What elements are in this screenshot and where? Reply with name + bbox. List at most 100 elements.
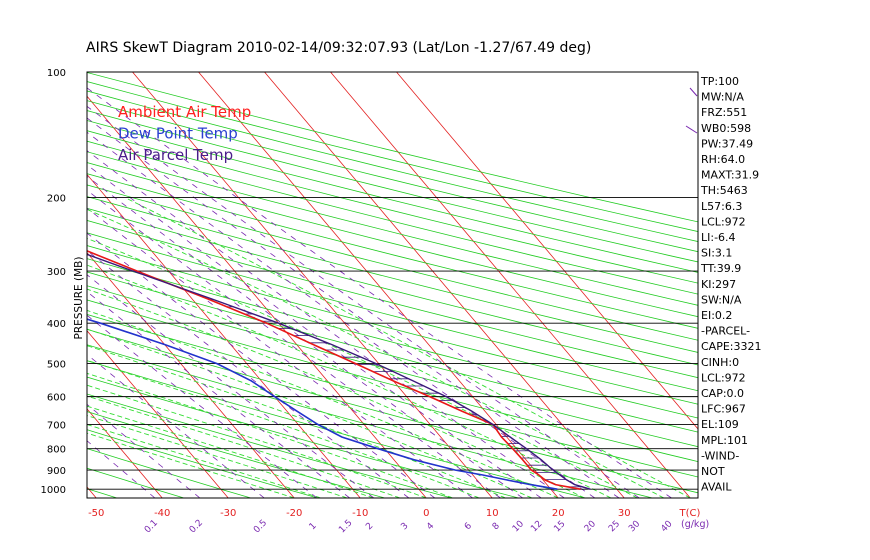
pressure-tick-label: 100 <box>47 68 66 79</box>
legend-entry: Air Parcel Temp <box>118 146 233 164</box>
index-value: EI:0.2 <box>701 309 732 322</box>
mixing-ratio-label: 0.2 <box>188 518 205 535</box>
temp-tick-label-bottom: 30 <box>618 508 631 519</box>
mixing-ratio-line <box>87 87 672 498</box>
index-value: EL:109 <box>701 418 739 431</box>
dry-adiabat <box>87 110 698 263</box>
mixing-ratio-label: 25 <box>607 519 622 534</box>
mixing-ratio-line <box>87 175 523 498</box>
moist-adiabat <box>87 359 480 498</box>
pressure-tick-label: 200 <box>47 194 66 205</box>
index-value: LFC:967 <box>701 403 746 416</box>
pressure-tick-label: 600 <box>47 393 66 404</box>
dry-adiabat <box>87 271 698 433</box>
dry-adiabat <box>87 376 519 498</box>
dry-adiabat <box>87 429 318 498</box>
legend: Ambient Air Temp Dew Point Temp Air Parcel… <box>118 103 251 164</box>
dry-adiabat <box>87 344 653 498</box>
mixing-ratio-label: 40 <box>659 519 674 534</box>
dry-adiabat <box>87 196 698 353</box>
index-value: CINH:0 <box>701 356 739 369</box>
mixing-ratio-label: 0.1 <box>143 518 160 535</box>
index-value: CAPE:3321 <box>701 340 762 353</box>
dry-adiabat <box>87 285 698 448</box>
index-value: TP:100 <box>700 75 739 88</box>
mixing-ratio-line <box>87 250 410 498</box>
isotherm-line <box>198 72 559 498</box>
index-value: TT:39.9 <box>700 262 741 275</box>
index-value: LCL:972 <box>701 371 746 384</box>
dry-adiabat <box>87 488 118 498</box>
isotherm-lines <box>0 72 698 498</box>
moist-adiabat <box>87 264 612 498</box>
moist-adiabat <box>124 197 691 498</box>
isotherm-line <box>330 72 691 498</box>
dry-adiabat <box>87 162 698 318</box>
mixing-ratio-label: 0.5 <box>252 518 269 535</box>
mixing-ratio-label: 1 <box>308 521 319 532</box>
index-value: LI:-6.4 <box>701 231 736 244</box>
temp-tick-label-bottom: -20 <box>286 508 302 519</box>
moist-adiabat <box>87 395 401 498</box>
mixing-ratio-line <box>87 164 542 498</box>
mixing-ratio-line <box>87 291 350 498</box>
isotherm-line <box>396 72 698 430</box>
index-value: L57:6.3 <box>701 200 742 213</box>
temp-tick-label-bottom: -50 <box>88 508 104 519</box>
temp-tick-label-bottom: -40 <box>154 508 170 519</box>
dry-adiabat <box>87 299 698 463</box>
dry-adiabat <box>87 184 698 341</box>
moist-adiabat <box>87 309 559 498</box>
index-value: -WIND- <box>701 449 739 462</box>
mixing-ratio-line <box>87 353 265 498</box>
mixing-ratio-label: 10 <box>511 519 526 534</box>
chart-title: AIRS SkewT Diagram 2010-02-14/09:32:07.9… <box>86 40 591 56</box>
index-value: KI:297 <box>701 278 736 291</box>
dry-adiabat <box>87 232 698 392</box>
moist-adiabat <box>87 372 453 498</box>
isotherm-line <box>264 72 625 498</box>
index-value: PW:37.49 <box>701 137 753 150</box>
dry-adiabat <box>87 120 698 273</box>
isotherm-line <box>87 408 163 498</box>
mixing-ratio-label: 8 <box>491 521 502 532</box>
index-value: LCL:972 <box>701 215 746 228</box>
mixing-ratio-line <box>87 117 620 498</box>
pressure-tick-label: 500 <box>47 360 66 371</box>
mixing-ratio-label: 15 <box>552 519 567 534</box>
mixing-ratio-label: 3 <box>399 521 410 532</box>
index-value: MAXT:31.9 <box>701 169 759 182</box>
mixing-ratio-line <box>87 105 640 498</box>
index-value: TH:5463 <box>700 184 748 197</box>
temp-tick-label-bottom: -30 <box>220 508 236 519</box>
wind-barb <box>685 125 698 134</box>
index-value: FRZ:551 <box>701 106 747 119</box>
temp-tick-label-bottom: 0 <box>423 508 429 519</box>
moist-adiabat <box>87 345 506 498</box>
index-value: SI:3.1 <box>701 247 732 260</box>
wind-barbs <box>685 87 698 134</box>
index-value: CAP:0.0 <box>701 387 744 400</box>
index-value: MW:N/A <box>701 91 744 104</box>
dry-adiabat-lines <box>87 72 698 498</box>
moist-adiabat <box>87 432 295 498</box>
sounding-lines <box>87 250 591 490</box>
dry-adiabat <box>87 220 698 379</box>
pressure-tick-label: 400 <box>47 319 66 330</box>
legend-entry: Dew Point Temp <box>118 125 238 143</box>
dry-adiabat <box>87 314 698 478</box>
index-value: AVAIL <box>701 481 732 494</box>
pressure-tick-label: 300 <box>47 267 66 278</box>
moist-adiabat <box>87 328 533 498</box>
legend-entry: Ambient Air Temp <box>118 103 251 121</box>
air-parcel-temp-line <box>87 253 591 490</box>
dry-adiabat <box>87 467 185 498</box>
isotherm-line <box>0 72 30 498</box>
mixing-ratio-line <box>87 150 565 498</box>
index-value: MPL:101 <box>701 434 748 447</box>
dry-adiabat <box>87 207 698 366</box>
y-axis-label: PRESSURE (MB) <box>73 256 85 339</box>
index-value: RH:64.0 <box>701 153 745 166</box>
dry-adiabat <box>87 100 698 253</box>
